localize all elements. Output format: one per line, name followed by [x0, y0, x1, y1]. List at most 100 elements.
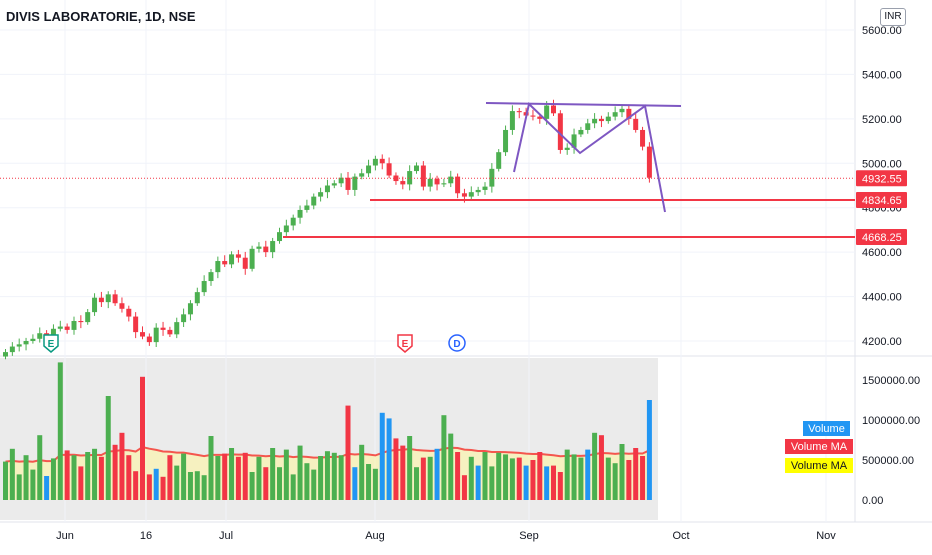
volume-bar — [249, 472, 255, 500]
candle-body — [475, 189, 481, 193]
price-label: 4932.55 — [856, 170, 907, 187]
candle-body — [208, 272, 214, 282]
volume-bar — [297, 445, 303, 500]
volume-bar — [23, 455, 29, 500]
candle-body — [598, 118, 604, 122]
volume-bar — [372, 468, 378, 500]
volume-bar — [612, 463, 618, 500]
candle-body — [153, 327, 159, 343]
candle-body — [331, 183, 337, 186]
time-tick-label: 16 — [140, 530, 152, 542]
pattern-trendline[interactable] — [513, 102, 666, 213]
candle-body — [23, 341, 29, 345]
legend-item-2[interactable]: Volume MA — [785, 439, 853, 454]
volume-bar — [290, 474, 296, 500]
price-label-text: 4932.55 — [862, 173, 902, 185]
candle-body — [557, 113, 563, 150]
candle-body — [215, 261, 221, 273]
price-label-text: 4834.65 — [862, 195, 902, 207]
price-axis[interactable]: 5600.005400.005200.005000.004800.004600.… — [862, 25, 902, 348]
price-label-text: 4668.25 — [862, 232, 902, 244]
time-tick-label: Sep — [519, 530, 539, 542]
volume-bar — [455, 452, 461, 500]
candle-body — [496, 152, 502, 169]
candle-body — [564, 147, 570, 150]
candle-body — [270, 241, 276, 253]
event-marker-2[interactable]: E — [397, 334, 413, 353]
event-marker-3[interactable]: D — [448, 334, 466, 352]
volume-bar — [461, 475, 467, 500]
volume-bar — [92, 448, 98, 500]
volume-bar — [324, 451, 330, 500]
candle-body — [50, 328, 56, 337]
volume-legend[interactable]: Volume Volume MA Volume MA — [785, 421, 853, 473]
candle-body — [427, 178, 433, 187]
candle-body — [626, 108, 632, 119]
candle-body — [318, 192, 324, 197]
candlesticks — [3, 99, 652, 360]
candle-body — [290, 217, 296, 226]
candle-body — [468, 192, 474, 197]
candle-body — [140, 332, 145, 337]
candle-body — [85, 312, 91, 323]
legend-item-3[interactable]: Volume MA — [785, 458, 853, 473]
volume-bar — [420, 457, 426, 500]
volume-bar — [523, 465, 529, 500]
volume-bar — [352, 467, 358, 500]
candle-body — [277, 232, 282, 242]
candle-body — [64, 326, 70, 330]
event-marker-label: E — [48, 339, 55, 350]
volume-bar — [71, 455, 77, 500]
volume-axis[interactable]: 1500000.00 1000000.00 500000.00 0.00 — [862, 375, 920, 507]
candle-body — [146, 336, 152, 343]
volume-bar — [414, 467, 419, 500]
candle-body — [16, 344, 22, 347]
candle-body — [201, 281, 207, 293]
time-tick-label: Oct — [672, 530, 689, 542]
candle-body — [646, 146, 652, 178]
candle-body — [366, 165, 372, 174]
volume-bar — [194, 471, 200, 500]
price-label: 4668.25 — [856, 228, 907, 245]
price-labels: 4932.55 4834.65 4668.25 — [856, 170, 907, 245]
volume-bar — [311, 469, 317, 500]
candle-body — [640, 129, 646, 147]
candle-body — [612, 112, 618, 117]
volume-bar — [112, 444, 118, 500]
price-tick-label: 4400.00 — [862, 292, 902, 304]
drawing-overlays[interactable] — [0, 102, 855, 238]
volume-bar — [605, 457, 611, 500]
candle-body — [126, 308, 132, 317]
candle-body — [297, 209, 303, 218]
volume-bar — [37, 435, 43, 500]
volume-bar — [557, 472, 563, 500]
event-marker-1[interactable]: E — [43, 334, 59, 353]
candle-body — [133, 316, 139, 333]
price-tick-label: 5000.00 — [862, 158, 902, 170]
legend-item-1[interactable]: Volume — [803, 421, 850, 436]
volume-bar — [235, 456, 241, 500]
candle-body — [263, 246, 269, 253]
candle-body — [311, 196, 317, 206]
volume-bar — [174, 465, 180, 500]
price-tick-label: 4600.00 — [862, 247, 902, 259]
candle-body — [571, 134, 577, 148]
volume-bar — [592, 432, 598, 500]
currency-badge[interactable]: INR — [880, 8, 906, 26]
volume-bar — [105, 396, 111, 500]
price-tick-label: 5600.00 — [862, 25, 902, 37]
volume-tick-label: 1000000.00 — [862, 415, 920, 427]
candle-body — [283, 225, 289, 233]
candle-body — [386, 163, 392, 176]
price-tick-label: 5400.00 — [862, 69, 902, 81]
candle-body — [482, 186, 488, 190]
volume-bar — [530, 460, 536, 500]
volume-bar — [153, 468, 159, 500]
volume-bar — [345, 405, 351, 500]
resistance-trendline[interactable] — [485, 102, 682, 107]
time-axis[interactable]: Jun 16 Jul Aug Sep Oct Nov — [56, 530, 836, 542]
volume-bar — [366, 464, 372, 500]
